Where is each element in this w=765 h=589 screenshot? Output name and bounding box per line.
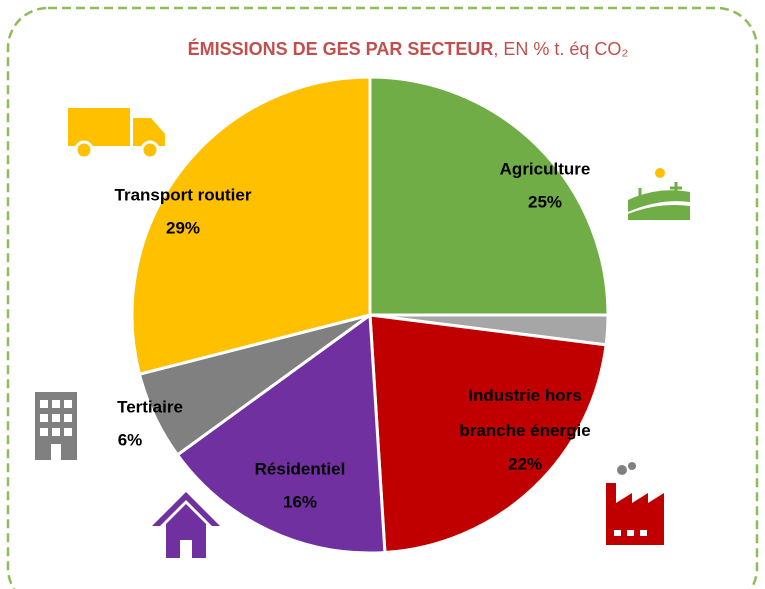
value-label: 6%: [118, 430, 143, 449]
truck-icon: [68, 108, 165, 160]
slice: [368, 75, 610, 317]
slice: [175, 312, 387, 555]
labels: Agriculture 25% Industrie hors branche éner…: [115, 159, 591, 511]
subtitle: , EN % t. éq CO₂: [493, 39, 628, 59]
slice-label: Tertiaire: [117, 397, 183, 416]
farm-icon: [628, 168, 690, 220]
chart-title: ÉMISSIONS DE GES PAR SECTEUR, EN % t. éq…: [188, 38, 629, 59]
building-icon: [35, 392, 77, 460]
value-label: 22%: [508, 454, 542, 473]
value-label: 16%: [283, 492, 317, 511]
factory-icon: [606, 462, 664, 545]
slice-label: Agriculture: [500, 159, 591, 178]
title: ÉMISSIONS DE GES PAR SECTEUR: [188, 38, 494, 59]
slice: [368, 313, 608, 555]
slice-label: Transport routier: [115, 185, 252, 204]
value-label: 25%: [528, 192, 562, 211]
value-label: 29%: [166, 218, 200, 237]
slice-label: Résidentiel: [255, 459, 346, 478]
pie: [130, 75, 610, 555]
slice: [130, 75, 372, 377]
house-icon: [152, 492, 220, 558]
slice-label: Industrie hors branche énergie: [459, 386, 590, 440]
